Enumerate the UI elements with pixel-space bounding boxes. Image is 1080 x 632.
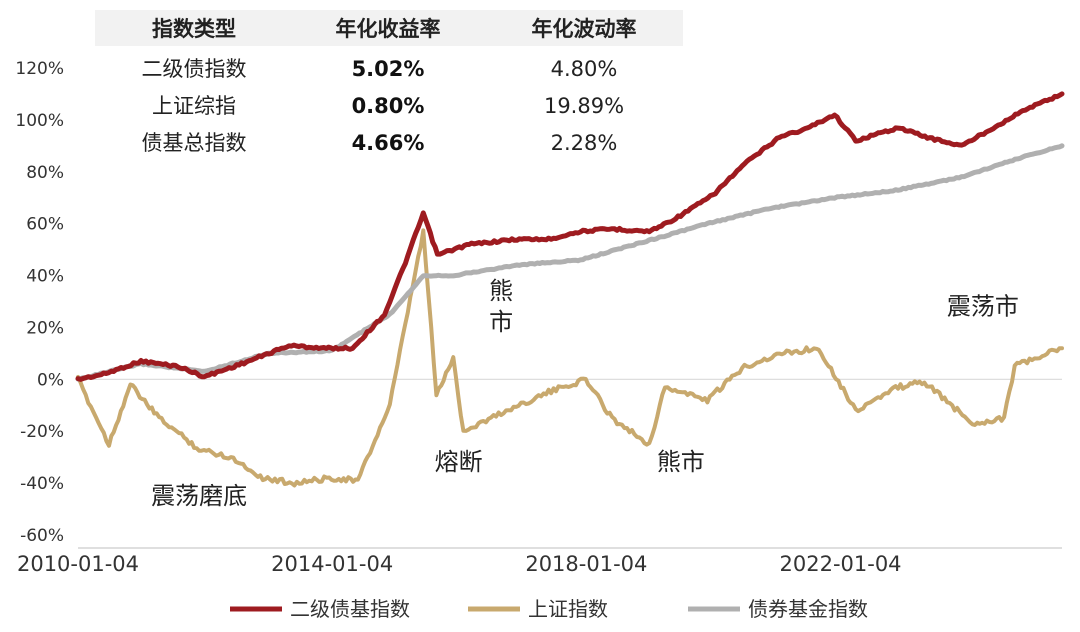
x-tick-label: 2014-01-04 — [271, 552, 393, 576]
table-cell: 二级债指数 — [142, 57, 247, 81]
table-header-cell: 指数类型 — [152, 17, 236, 41]
y-tick-label: 20% — [26, 318, 64, 338]
table-cell: 上证综指 — [152, 94, 236, 118]
y-tick-label: 0% — [37, 370, 64, 390]
x-tick-label: 2010-01-04 — [17, 552, 139, 576]
y-tick-label: -40% — [20, 474, 64, 494]
y-tick-label: 120% — [15, 59, 64, 79]
table-cell: 债基总指数 — [142, 131, 247, 155]
table-cell: 19.89% — [544, 94, 624, 118]
x-tick-label: 2018-01-04 — [525, 552, 647, 576]
x-axis-ticks: 2010-01-04 2014-01-04 2018-01-04 2022-01-04 — [17, 552, 902, 576]
legend-item: 债券基金指数 — [688, 597, 868, 621]
table-cell: 4.80% — [551, 57, 618, 81]
y-tick-label: 80% — [26, 163, 64, 183]
table-cell: 4.66% — [352, 131, 425, 155]
annotation: 市 — [489, 308, 513, 336]
y-axis-ticks: 120% 100% 80% 60% 40% 20% 0% -20% -40% -60% — [15, 59, 64, 546]
annotation: 震荡磨底 — [151, 482, 247, 510]
annotation: 熊市 — [657, 448, 705, 476]
y-tick-label: -20% — [20, 422, 64, 442]
legend-item: 上证指数 — [468, 597, 608, 621]
table-header-bg — [95, 10, 683, 46]
table-header-cell: 年化波动率 — [532, 17, 637, 41]
x-tick-label: 2022-01-04 — [780, 552, 902, 576]
table-cell: 2.28% — [551, 131, 618, 155]
legend-item: 二级债基指数 — [230, 597, 410, 621]
series-layer — [75, 91, 1065, 488]
y-tick-label: 100% — [15, 111, 64, 131]
legend-label: 二级债基指数 — [290, 597, 410, 621]
series-line — [76, 228, 1064, 488]
series-line — [75, 91, 1065, 382]
legend: 二级债基指数 上证指数 债券基金指数 — [230, 597, 868, 621]
annotation: 熊 — [489, 277, 513, 305]
table-header-cell: 年化收益率 — [336, 17, 441, 41]
table-cell: 5.02% — [352, 57, 425, 81]
legend-label: 上证指数 — [528, 597, 608, 621]
series-line — [75, 143, 1065, 382]
y-tick-label: 40% — [26, 267, 64, 287]
y-tick-label: -60% — [20, 526, 64, 546]
annotation: 熔断 — [435, 448, 483, 476]
table-cell: 0.80% — [352, 94, 425, 118]
y-tick-label: 60% — [26, 215, 64, 235]
annotation: 震荡市 — [947, 292, 1019, 320]
legend-label: 债券基金指数 — [748, 597, 868, 621]
